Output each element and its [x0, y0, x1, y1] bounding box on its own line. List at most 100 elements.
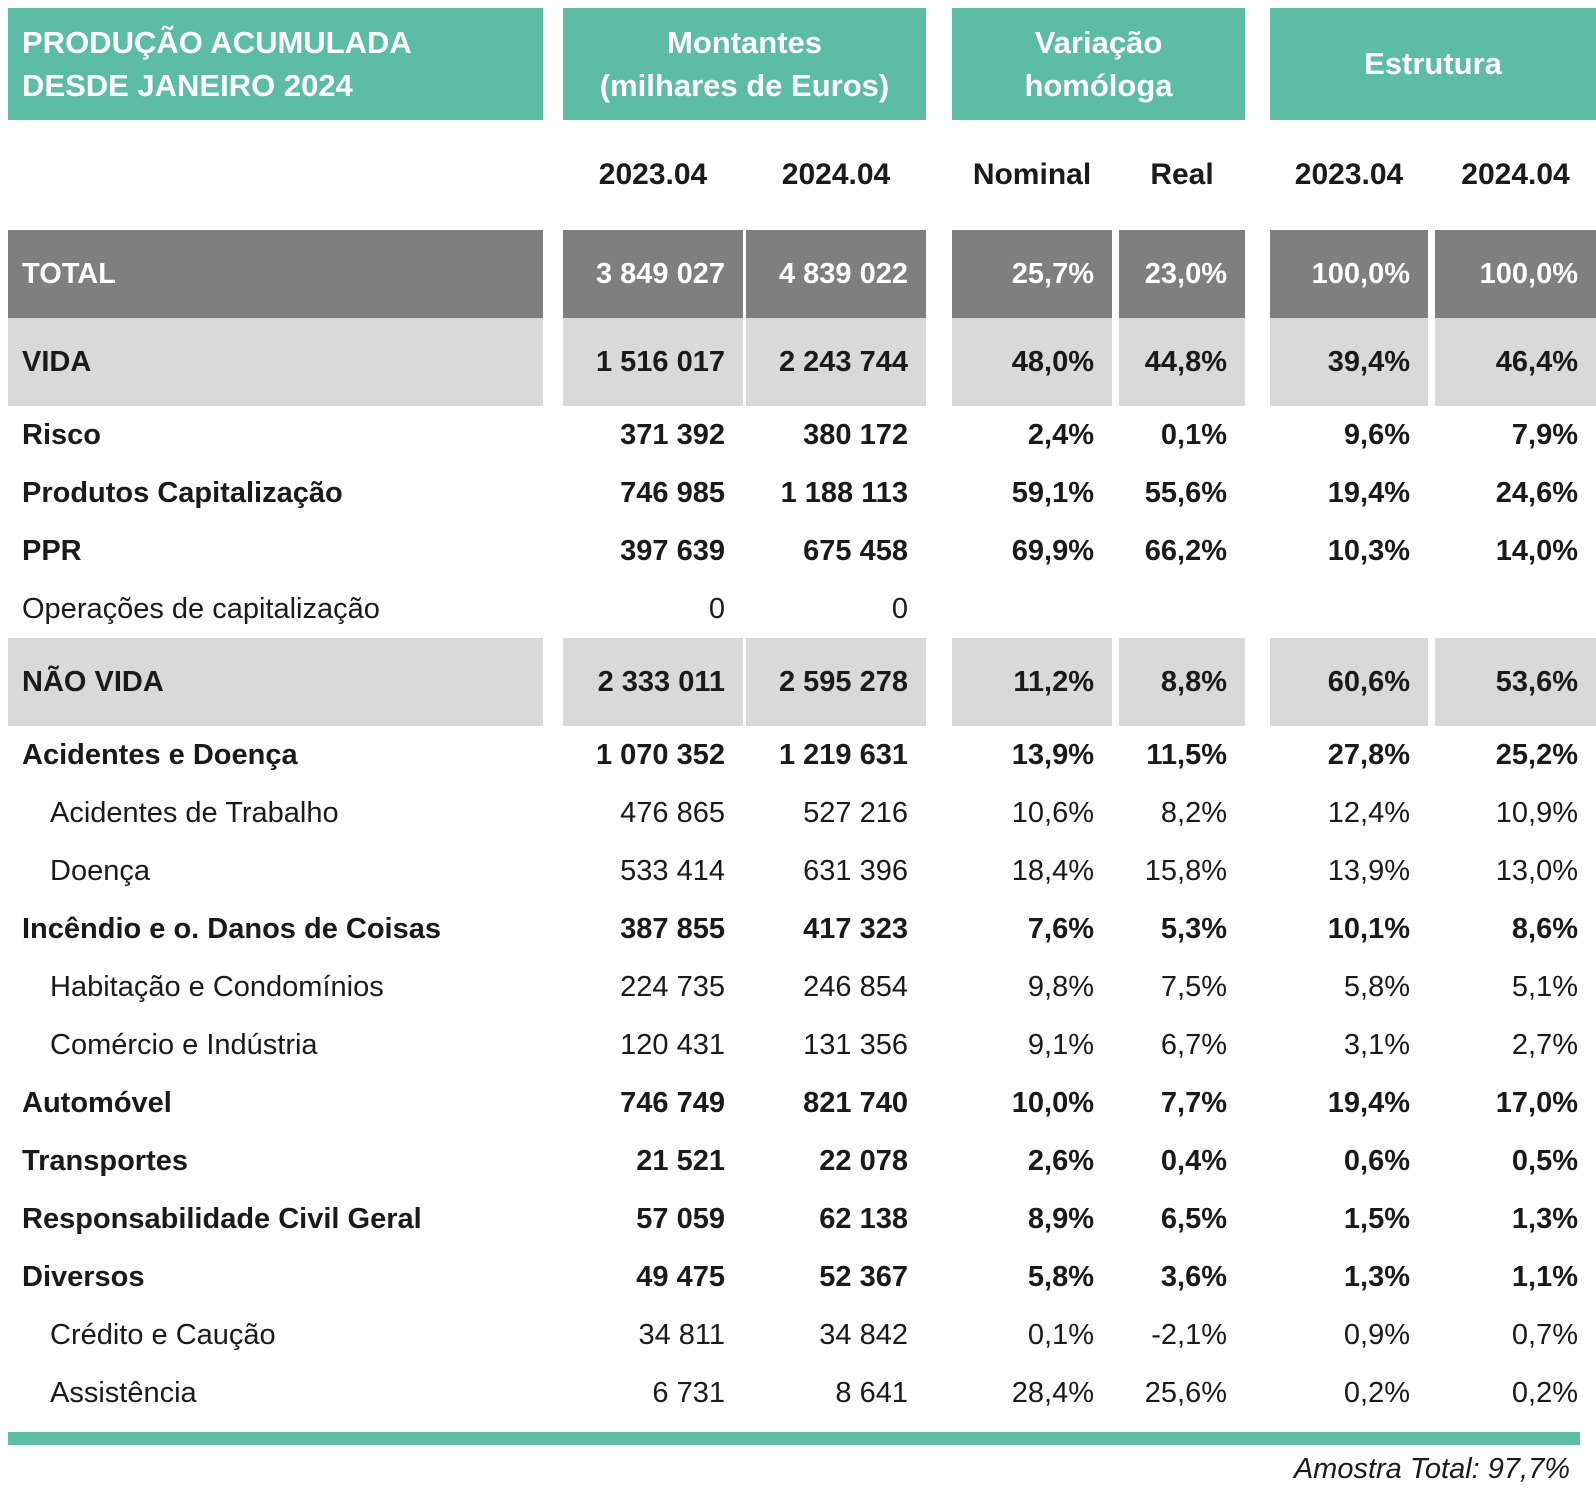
column-gap	[543, 726, 563, 784]
cell-estrutura-2024: 25,2%	[1495, 738, 1578, 771]
column-gap	[1245, 580, 1270, 638]
table-row: Responsabilidade Civil Geral 57 059 62 1…	[8, 1190, 1596, 1248]
column-separator	[1112, 580, 1119, 638]
column-separator	[1428, 1074, 1435, 1132]
cell-montantes-2023: 57 059	[636, 1202, 725, 1235]
column-separator	[1428, 1190, 1435, 1248]
cell-estrutura-2023: 5,8%	[1343, 970, 1410, 1003]
cell-variacao-nominal: 18,4%	[1011, 854, 1094, 887]
cell-montantes-2023: 6 731	[652, 1376, 725, 1409]
cell-variacao-nominal: 7,6%	[1027, 912, 1094, 945]
column-separator	[1428, 1364, 1435, 1422]
column-separator	[1112, 464, 1119, 522]
cell-variacao-real: 5,3%	[1160, 912, 1227, 945]
column-gap	[1245, 842, 1270, 900]
column-separator	[1112, 1306, 1119, 1364]
column-gap	[543, 318, 563, 406]
cell-estrutura-2023: 100,0%	[1270, 230, 1428, 318]
table-row: Produtos Capitalização 746 985 1 188 113…	[8, 464, 1596, 522]
subheader-estrutura-2024: 2024.04	[1461, 158, 1570, 191]
cell-variacao-nominal	[952, 580, 1112, 638]
column-gap	[926, 784, 952, 842]
column-separator	[1428, 638, 1435, 726]
column-gap	[1245, 406, 1270, 464]
cell-variacao-real: 0,1%	[1160, 418, 1227, 451]
column-separator	[1428, 726, 1435, 784]
row-label: Operações de capitalização	[22, 592, 380, 625]
table-row: VIDA 1 516 017 2 243 744 48,0% 44,8% 39,…	[8, 318, 1596, 406]
table-row: Crédito e Caução 34 811 34 842 0,1% -2,1…	[8, 1306, 1596, 1364]
table-row: Acidentes de Trabalho 476 865 527 216 10…	[8, 784, 1596, 842]
row-label: Comércio e Indústria	[50, 1028, 318, 1061]
cell-variacao-nominal: 48,0%	[952, 318, 1112, 406]
cell-estrutura-2024	[1435, 580, 1596, 638]
cell-variacao-real: 3,6%	[1160, 1260, 1227, 1293]
cell-estrutura-2024: 1,1%	[1511, 1260, 1578, 1293]
column-gap	[543, 230, 563, 318]
column-gap	[1245, 1016, 1270, 1074]
cell-variacao-nominal: 8,9%	[1027, 1202, 1094, 1235]
col-group-variacao-line1: Variação	[1034, 24, 1163, 60]
column-gap	[926, 464, 952, 522]
column-gap	[1245, 464, 1270, 522]
row-label: Habitação e Condomínios	[50, 970, 384, 1003]
column-separator	[1428, 958, 1435, 1016]
column-gap	[926, 958, 952, 1016]
cell-variacao-real: 15,8%	[1144, 854, 1227, 887]
cell-estrutura-2023: 0,6%	[1343, 1144, 1410, 1177]
subheader-montantes-2023: 2023.04	[598, 158, 708, 191]
column-gap	[926, 842, 952, 900]
cell-estrutura-2024: 5,1%	[1511, 970, 1578, 1003]
cell-estrutura-2023: 19,4%	[1327, 1086, 1410, 1119]
column-separator	[1428, 1248, 1435, 1306]
table-header: PRODUÇÃO ACUMULADA DESDE JANEIRO 2024 Mo…	[8, 8, 1596, 120]
column-gap	[926, 1016, 952, 1074]
row-label: Automóvel	[22, 1086, 172, 1119]
footer-divider	[8, 1432, 1580, 1445]
column-gap	[543, 580, 563, 638]
cell-estrutura-2024: 14,0%	[1495, 534, 1578, 567]
cell-variacao-nominal: 2,6%	[1027, 1144, 1094, 1177]
column-separator	[1112, 726, 1119, 784]
cell-montantes-2023: 2 333 011	[563, 638, 743, 726]
cell-montantes-2023: 3 849 027	[563, 230, 743, 318]
row-label: Assistência	[50, 1376, 197, 1409]
cell-variacao-real: 7,5%	[1160, 970, 1227, 1003]
cell-variacao-real: 11,5%	[1146, 738, 1227, 771]
table-row: Acidentes e Doença 1 070 352 1 219 631 1…	[8, 726, 1596, 784]
column-gap	[543, 958, 563, 1016]
cell-estrutura-2024: 1,3%	[1511, 1202, 1578, 1235]
cell-montantes-2023: 34 811	[638, 1318, 725, 1351]
col-group-montantes-line1: Montantes	[667, 24, 822, 60]
column-gap	[926, 1132, 952, 1190]
col-group-estrutura-line1: Estrutura	[1364, 46, 1502, 82]
cell-montantes-2023: 0	[708, 592, 725, 625]
cell-estrutura-2023	[1270, 580, 1428, 638]
column-gap	[1245, 1132, 1270, 1190]
column-gap	[543, 464, 563, 522]
table-row: Transportes 21 521 22 078 2,6% 0,4% 0,6%…	[8, 1132, 1596, 1190]
cell-montantes-2024: 52 367	[819, 1260, 908, 1293]
cell-estrutura-2024: 2,7%	[1511, 1028, 1578, 1061]
cell-montantes-2024: 1 219 631	[778, 738, 908, 771]
cell-montantes-2024: 821 740	[803, 1086, 908, 1119]
cell-montantes-2023: 533 414	[620, 854, 725, 887]
cell-montantes-2023: 746 985	[620, 476, 725, 509]
column-gap	[543, 638, 563, 726]
column-gap	[926, 1364, 952, 1422]
column-separator	[1428, 784, 1435, 842]
cell-montantes-2023: 387 855	[620, 912, 725, 945]
cell-montantes-2024: 631 396	[803, 854, 908, 887]
cell-estrutura-2023: 39,4%	[1270, 318, 1428, 406]
cell-estrutura-2023: 0,2%	[1343, 1376, 1410, 1409]
cell-estrutura-2024: 53,6%	[1435, 638, 1596, 726]
cell-variacao-real: 7,7%	[1160, 1086, 1227, 1119]
column-separator	[1428, 580, 1435, 638]
col-group-variacao: Variação homóloga	[952, 8, 1245, 120]
column-separator	[1112, 1074, 1119, 1132]
cell-estrutura-2023: 1,3%	[1343, 1260, 1410, 1293]
column-separator	[1112, 406, 1119, 464]
column-gap	[543, 1132, 563, 1190]
cell-variacao-real: 6,7%	[1160, 1028, 1227, 1061]
table-row: Habitação e Condomínios 224 735 246 854 …	[8, 958, 1596, 1016]
